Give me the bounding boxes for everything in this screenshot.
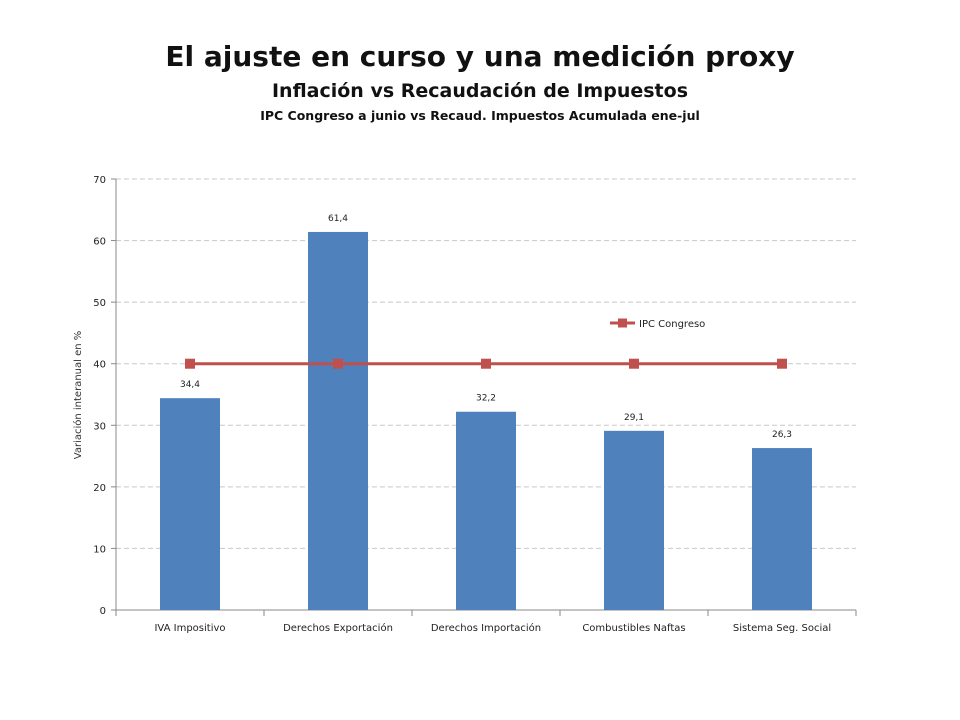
chart-subsubtitle: IPC Congreso a junio vs Recaud. Impuesto… bbox=[260, 108, 700, 123]
bar bbox=[308, 231, 368, 611]
chart-title: El ajuste en curso y una medición proxy bbox=[165, 40, 795, 73]
y-tick-label: 20 bbox=[93, 483, 106, 494]
y-axis: 0 10 20 30 40 50 60 70 bbox=[93, 175, 117, 617]
bar-series: 34,4 61,4 32,2 29,1 26,3 bbox=[160, 214, 812, 611]
legend-label: IPC Congreso bbox=[639, 319, 705, 330]
bar bbox=[456, 411, 516, 610]
bar bbox=[752, 448, 812, 610]
y-tick-label: 30 bbox=[93, 421, 106, 432]
chart-subtitle: Inflación vs Recaudación de Impuestos bbox=[271, 80, 689, 102]
data-label: 26,3 bbox=[772, 430, 792, 440]
x-tick-label: IVA Impositivo bbox=[154, 623, 225, 634]
legend-marker bbox=[618, 318, 627, 328]
y-tick-label: 0 bbox=[100, 606, 106, 617]
y-tick-label: 70 bbox=[93, 175, 106, 186]
y-tick-label: 10 bbox=[93, 544, 106, 555]
y-tick-label: 60 bbox=[93, 237, 106, 248]
x-tick-label: Combustibles Naftas bbox=[582, 623, 685, 634]
ipc-marker bbox=[481, 358, 491, 369]
data-label: 61,4 bbox=[328, 214, 348, 224]
ipc-marker bbox=[185, 358, 195, 369]
ipc-marker bbox=[333, 358, 343, 369]
legend: IPC Congreso bbox=[610, 318, 705, 330]
y-axis-label: Variación interanual en % bbox=[72, 331, 84, 459]
ipc-marker bbox=[777, 358, 787, 369]
bar bbox=[604, 430, 664, 610]
x-axis: IVA Impositivo Derechos Exportación Derech… bbox=[115, 609, 857, 634]
data-label: 29,1 bbox=[624, 413, 644, 423]
y-tick-label: 40 bbox=[93, 360, 106, 371]
line-series bbox=[185, 358, 787, 369]
y-tick-label: 50 bbox=[93, 298, 106, 309]
bar bbox=[160, 398, 220, 610]
x-tick-label: Sistema Seg. Social bbox=[733, 623, 831, 634]
x-tick-label: Derechos Exportación bbox=[283, 622, 393, 634]
data-label: 32,2 bbox=[476, 394, 496, 404]
data-label: 34,4 bbox=[180, 380, 200, 390]
x-tick-label: Derechos Importación bbox=[431, 622, 541, 634]
ipc-marker bbox=[629, 358, 639, 369]
